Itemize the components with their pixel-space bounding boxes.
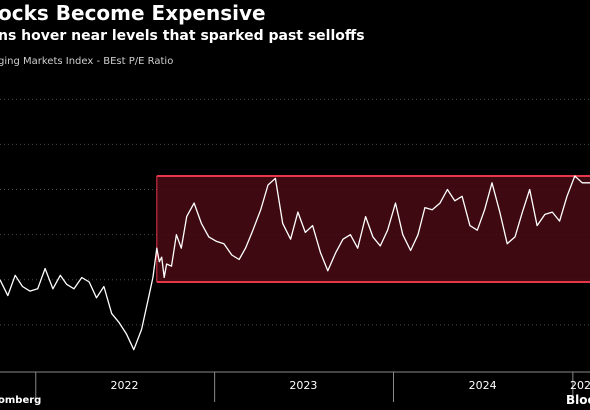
x-tick-label: 2023	[289, 379, 317, 392]
x-tick-label: 202	[570, 379, 590, 392]
chart-title: ocks Become Expensive	[0, 1, 266, 25]
series-label: ging Markets Index - BEst P/E Ratio	[0, 56, 174, 67]
x-axis: 2022 2023 2024 202	[0, 371, 590, 402]
band-fill	[156, 176, 590, 283]
pe-ratio-series	[0, 175, 590, 351]
chart-subtitle: ns hover near levels that sparked past s…	[0, 28, 365, 44]
source-credit: omberg	[0, 395, 42, 406]
x-tick-label: 2022	[110, 379, 138, 392]
source-logo-text: Bloo	[566, 393, 590, 407]
valuation-band	[156, 175, 590, 284]
x-tick-label: 2024	[469, 379, 497, 392]
series-line	[0, 175, 590, 351]
